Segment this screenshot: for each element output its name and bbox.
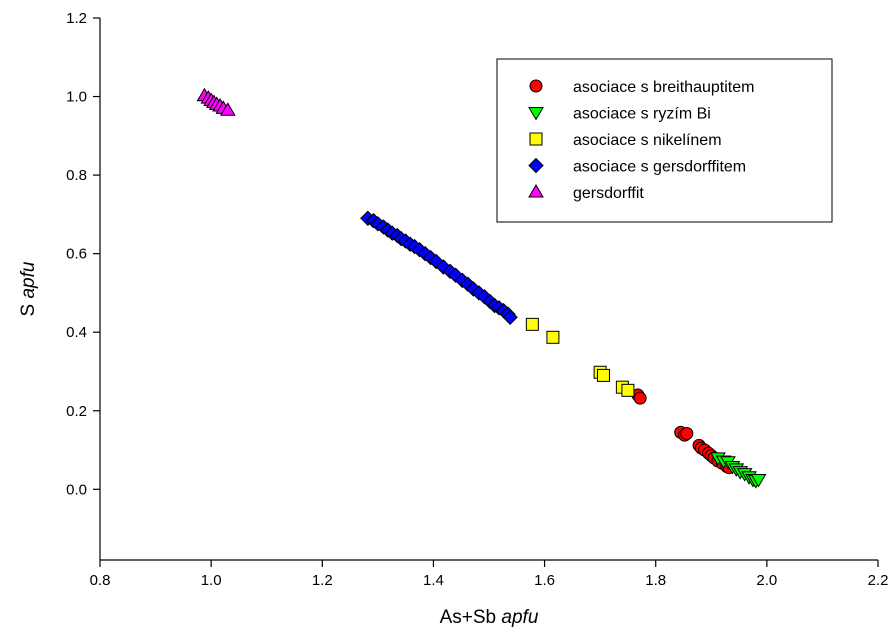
x-tick-label: 1.8 [645,572,666,589]
x-tick-label: 0.8 [90,572,111,589]
data-point [219,102,236,116]
legend-label: asociace s breithauptitem [573,79,754,96]
y-axis-ticks: 0.0 0.2 0.4 0.6 0.8 1.0 1.2 [66,10,100,498]
y-tick-label: 0.0 [66,481,87,498]
data-point [621,383,635,397]
y-tick-label: 1.0 [66,89,87,106]
data-point [596,368,610,382]
legend-marker [529,132,543,146]
data-point [546,330,560,344]
data-point [633,391,647,405]
data-points [196,87,767,489]
x-tick-label: 1.2 [312,572,333,589]
x-axis-ticks: 0.8 1.0 1.2 1.4 1.6 1.8 2.0 2.2 [90,560,889,589]
legend-marker [528,107,544,121]
legend-label: asociace s nikelínem [573,132,722,149]
x-axis-label-main: As+Sb [440,607,502,628]
data-point [680,427,694,441]
x-tick-label: 2.2 [868,572,889,589]
data-point [502,309,518,325]
y-tick-label: 0.6 [66,246,87,263]
x-tick-label: 1.6 [534,572,555,589]
y-axis-label-unit: apfu [18,261,39,298]
legend-label: gersdorffit [573,185,644,202]
data-point [525,317,539,331]
x-axis-label-unit: apfu [501,607,538,628]
x-axis-label: As+Sb apfu [440,607,539,628]
x-tick-label: 1.4 [423,572,444,589]
y-tick-label: 1.2 [66,10,87,27]
x-tick-label: 1.0 [201,572,222,589]
y-tick-label: 0.4 [66,324,87,341]
y-axis-label: S apfu [18,261,39,316]
legend-box [496,58,833,223]
y-axis-label-main: S [18,299,39,317]
plot-area [99,18,878,561]
y-tick-label: 0.2 [66,403,87,420]
x-tick-label: 2.0 [756,572,777,589]
legend-marker [528,184,544,198]
data-point [750,473,767,488]
legend: asociace s breithauptitem asociace s ryzí… [496,58,833,223]
y-tick-label: 0.8 [66,167,87,184]
legend-label: asociace s gersdorffitem [573,159,746,176]
legend-marker [529,79,543,93]
legend-marker [528,157,544,174]
legend-label: asociace s ryzím Bi [573,106,711,123]
